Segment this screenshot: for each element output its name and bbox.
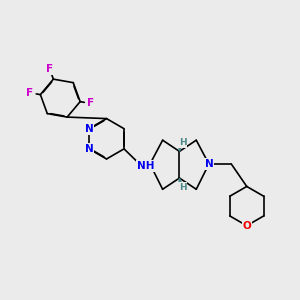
- Polygon shape: [179, 145, 182, 152]
- Text: N: N: [85, 144, 93, 154]
- Polygon shape: [179, 178, 182, 184]
- Text: F: F: [26, 88, 33, 98]
- Text: N: N: [205, 159, 213, 169]
- Text: H: H: [179, 182, 187, 191]
- Text: NH: NH: [137, 161, 154, 171]
- Text: F: F: [87, 98, 94, 109]
- Text: H: H: [179, 138, 187, 147]
- Text: F: F: [46, 64, 53, 74]
- Text: O: O: [242, 221, 251, 231]
- Text: N: N: [85, 124, 93, 134]
